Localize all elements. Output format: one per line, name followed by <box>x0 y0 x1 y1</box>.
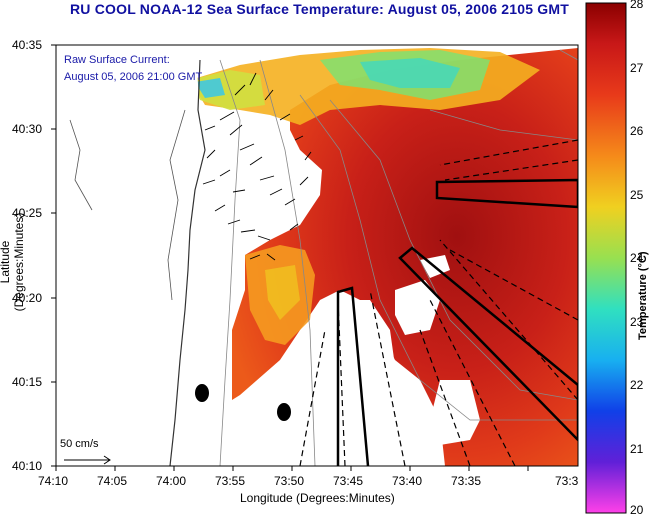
colorbar-tick: 21 <box>630 442 644 456</box>
scale-arrow <box>64 455 111 465</box>
y-tick-label: 40:15 <box>12 375 43 389</box>
x-axis-label: Longitude (Degrees:Minutes) <box>240 491 395 505</box>
y-tick-label: 40:30 <box>12 122 43 136</box>
colorbar-tick: 25 <box>630 188 644 202</box>
x-tick-label: 74:05 <box>97 474 128 488</box>
y-tick-label: 40:20 <box>12 291 43 305</box>
land <box>56 45 205 466</box>
raw-current-time: August 05, 2006 21:00 GMT <box>64 71 203 83</box>
transect-lines <box>299 139 578 466</box>
x-tick-label: 73:50 <box>274 474 305 488</box>
x-tick-label: 74:00 <box>156 474 187 488</box>
station-marker <box>195 384 209 402</box>
x-tick-marks <box>55 466 529 471</box>
colorbar <box>585 2 627 514</box>
colorbar-tick: 24 <box>630 251 644 265</box>
colorbar-title: Temperature (°C) <box>637 251 649 340</box>
page-title: RU COOL NOAA-12 Sea Surface Temperature:… <box>70 1 570 17</box>
x-tick-label: 73:40 <box>392 474 423 488</box>
x-tick-label: 73:35 <box>451 474 482 488</box>
raw-current-legend: Raw Surface Current: August 05, 2006 21:… <box>64 52 202 86</box>
colorbar-tick: 28 <box>630 0 644 11</box>
cloud-hole <box>395 280 440 335</box>
colorbar-tick: 26 <box>630 124 644 138</box>
y-tick-marks <box>51 44 56 467</box>
colorbar-tick: 27 <box>630 61 644 75</box>
station-marker <box>277 403 291 421</box>
x-tick-label: 73:55 <box>215 474 246 488</box>
colorbar-tick: 22 <box>630 378 644 392</box>
x-tick-label: 73:45 <box>333 474 364 488</box>
y-axis-label: Latitude (Degrees:Minutes) <box>0 212 26 312</box>
y-tick-label: 40:25 <box>12 206 43 220</box>
raw-current-label: Raw Surface Current: <box>64 54 170 66</box>
coastline <box>169 59 206 466</box>
colorbar-tick: 20 <box>630 503 644 517</box>
current-vectors <box>202 72 312 261</box>
y-tick-label: 40:10 <box>12 459 43 473</box>
colorbar-tick: 23 <box>630 315 644 329</box>
survey-boxes <box>336 178 578 466</box>
y-tick-label: 40:35 <box>12 38 43 52</box>
x-tick-label: 73:3 <box>555 474 579 488</box>
x-tick-label: 74:10 <box>38 474 69 488</box>
scale-label: 50 cm/s <box>60 438 99 450</box>
plot-frame <box>55 44 579 467</box>
